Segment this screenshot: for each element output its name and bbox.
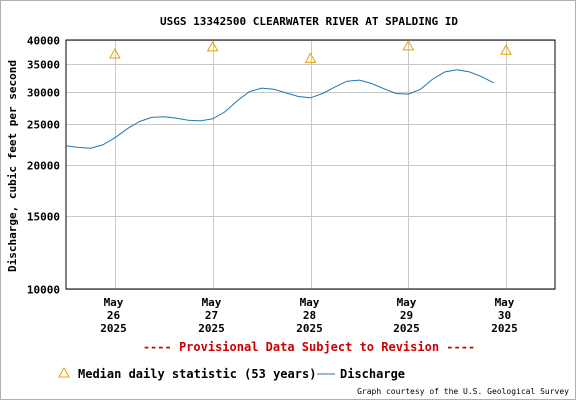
- x-tick-label: 26: [107, 309, 121, 322]
- x-tick-label: 27: [205, 309, 218, 322]
- median-triangle-marker: [109, 47, 121, 59]
- series-layer: [65, 39, 512, 149]
- x-tick-label: May: [397, 296, 417, 309]
- x-tick-label: 29: [400, 309, 413, 322]
- credit-text: Graph courtesy of the U.S. Geological Su…: [357, 387, 569, 396]
- legend-triangle-icon: [58, 366, 70, 378]
- y-tick-label: 15000: [27, 211, 60, 224]
- y-tick-label: 25000: [27, 119, 60, 132]
- x-tick-label: May: [495, 296, 515, 309]
- x-axis-ticks: May262025May272025May282025May292025May3…: [100, 296, 518, 335]
- x-tick-label: 2025: [491, 322, 518, 335]
- provisional-data-note: ---- Provisional Data Subject to Revisio…: [143, 340, 475, 354]
- x-tick-label: May: [202, 296, 222, 309]
- x-tick-label: 30: [498, 309, 511, 322]
- median-triangle-marker: [402, 39, 415, 51]
- median-triangle-marker: [206, 40, 219, 52]
- discharge-series-line: [65, 69, 495, 149]
- legend: Median daily statistic (53 years) Discha…: [58, 366, 405, 381]
- y-axis-label: Discharge, cubic feet per second: [6, 60, 19, 272]
- y-tick-label: 40000: [27, 35, 60, 48]
- y-tick-label: 35000: [27, 59, 60, 72]
- y-axis-ticks: 10000 15000 20000 25000 30000 35000 40000: [27, 35, 60, 297]
- x-tick-label: May: [300, 296, 320, 309]
- x-tick-label: 2025: [100, 322, 127, 335]
- x-tick-label: May: [104, 296, 124, 309]
- grid-lines: [66, 40, 555, 290]
- y-tick-label: 20000: [27, 160, 60, 173]
- y-tick-label: 10000: [27, 284, 60, 297]
- median-triangle-marker: [500, 44, 512, 55]
- chart-title: USGS 13342500 CLEARWATER RIVER AT SPALDI…: [160, 15, 458, 28]
- x-tick-label: 2025: [393, 322, 420, 335]
- x-tick-label: 28: [303, 309, 316, 322]
- y-tick-label: 30000: [27, 87, 60, 100]
- legend-discharge-label: Discharge: [340, 367, 405, 381]
- legend-median-label: Median daily statistic (53 years): [78, 367, 316, 381]
- x-tick-label: 2025: [296, 322, 323, 335]
- x-tick-label: 2025: [198, 322, 225, 335]
- plot-area: [65, 39, 556, 290]
- median-triangle-marker: [304, 52, 317, 63]
